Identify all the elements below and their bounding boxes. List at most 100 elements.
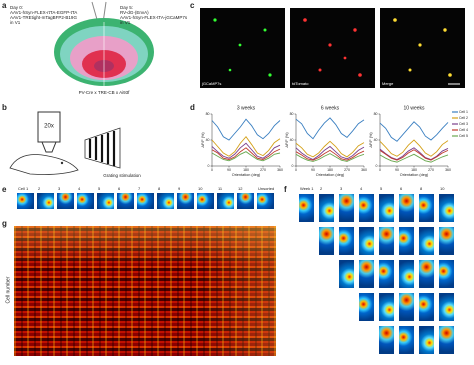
series-line bbox=[379, 147, 449, 160]
image-label: jGCaMP7s bbox=[201, 81, 221, 86]
protocol-text: RV-dG-(EnvA) bbox=[120, 10, 149, 15]
x-tick-label: 180 bbox=[327, 168, 333, 172]
heatmap-cell bbox=[76, 192, 95, 210]
series-line bbox=[295, 149, 365, 161]
cell-label: 5 bbox=[98, 186, 101, 191]
plot-title: 10 weeks bbox=[403, 105, 425, 111]
x-tick-label: 270 bbox=[260, 168, 266, 172]
x-tick-label: 360 bbox=[277, 168, 283, 172]
panel-letter: c bbox=[190, 1, 195, 10]
setup-schematic bbox=[9, 111, 121, 175]
heatmap-cell bbox=[236, 192, 255, 210]
y-axis-label: ΔF/F (%) bbox=[285, 132, 289, 148]
protocol-text: AAV1-TREtight-mTagBFP2-B19G bbox=[10, 15, 77, 20]
cell-label: 12 bbox=[238, 186, 243, 191]
plot-title: 6 weeks bbox=[321, 105, 340, 111]
heatmap-cell bbox=[338, 226, 355, 256]
week-label: 8 bbox=[420, 186, 423, 191]
week-label: 6 bbox=[400, 186, 403, 191]
legend-label: Cell 1 bbox=[459, 110, 468, 114]
heatmap-cell bbox=[318, 193, 335, 223]
heatmap-cell bbox=[256, 192, 275, 210]
cell-label: 7 bbox=[138, 186, 141, 191]
y-axis-label: Cell number bbox=[5, 276, 11, 303]
x-tick-label: 90 bbox=[227, 168, 231, 172]
x-tick-label: 90 bbox=[311, 168, 315, 172]
protocol-text: AAV1-hSyn-FLEX-rtTA-EGFP-tTA bbox=[10, 10, 77, 15]
x-tick-label: 360 bbox=[361, 168, 367, 172]
heatmap-cell bbox=[216, 192, 235, 210]
brain-schematic bbox=[54, 1, 154, 86]
cell-label: 6 bbox=[118, 186, 121, 191]
y-axis-label: ΔF/F (%) bbox=[201, 132, 205, 148]
caption: Grating stimulation bbox=[103, 173, 141, 178]
cell-label: 3 bbox=[58, 186, 61, 191]
y-tick-label: 80 bbox=[290, 112, 294, 116]
x-tick-label: 180 bbox=[411, 168, 417, 172]
series-line bbox=[379, 139, 449, 157]
cell-label: 8 bbox=[158, 186, 161, 191]
heatmap-cell bbox=[438, 259, 455, 289]
heatmap-cell bbox=[56, 192, 75, 210]
cell-label: Cell 1 bbox=[18, 186, 29, 191]
heatmap-cell bbox=[338, 259, 355, 289]
heatmap-cell bbox=[438, 226, 455, 256]
y-tick-label: 80 bbox=[206, 112, 210, 116]
week-label: 4 bbox=[360, 186, 363, 191]
series-line bbox=[211, 136, 281, 157]
cell-label: Unsorted bbox=[258, 186, 274, 191]
heatmap-cell bbox=[338, 193, 355, 223]
heatmap-cell bbox=[16, 192, 35, 210]
panel-letter: f bbox=[284, 185, 287, 194]
week-label: 3 bbox=[340, 186, 343, 191]
heatmap-cell bbox=[116, 192, 135, 210]
y-tick-label: 40 bbox=[290, 138, 294, 142]
y-tick-label: 0 bbox=[376, 164, 378, 168]
heatmap-cell bbox=[358, 292, 375, 322]
x-tick-label: 90 bbox=[395, 168, 399, 172]
series-line bbox=[295, 140, 365, 158]
heatmap-cell bbox=[358, 259, 375, 289]
y-tick-label: 40 bbox=[374, 138, 378, 142]
x-axis-label: Orientation (deg) bbox=[232, 173, 261, 177]
panel-letter: d bbox=[190, 103, 195, 112]
heatmap-cell bbox=[196, 192, 215, 210]
heatmap-cell bbox=[438, 292, 455, 322]
panel-letter: g bbox=[2, 219, 7, 228]
x-tick-label: 0 bbox=[211, 168, 213, 172]
microscopy-images bbox=[200, 8, 465, 88]
week-label: 2 bbox=[320, 186, 323, 191]
cell-label: 10 bbox=[198, 186, 203, 191]
series-line bbox=[379, 121, 449, 142]
series-line bbox=[211, 151, 281, 162]
x-tick-label: 0 bbox=[295, 168, 297, 172]
x-tick-label: 270 bbox=[344, 168, 350, 172]
series-line bbox=[379, 153, 449, 163]
y-tick-label: 0 bbox=[292, 164, 294, 168]
heatmap-cell bbox=[378, 325, 395, 355]
week-label: 5 bbox=[380, 186, 383, 191]
heatmap-cell bbox=[358, 193, 375, 223]
y-tick-label: 80 bbox=[374, 112, 378, 116]
heatmap-cell bbox=[398, 292, 415, 322]
protocol-text: Day 0: bbox=[10, 5, 23, 10]
protocol-text: AAV1-hSyn-FLEX-tTA-jGCaMP7s bbox=[120, 15, 188, 20]
protocol-text: Day 5: bbox=[120, 5, 133, 10]
cell-label: 9 bbox=[178, 186, 181, 191]
protocol-text: in V1 bbox=[120, 20, 131, 25]
heatmap-cell bbox=[398, 226, 415, 256]
heatmap-cell bbox=[36, 192, 55, 210]
caption: PV-Cre x TRE-CB x Ai93f bbox=[79, 90, 130, 95]
heatmap-cell bbox=[136, 192, 155, 210]
image-label: Merge bbox=[382, 81, 394, 86]
heatmap-cell bbox=[358, 226, 375, 256]
heatmap-cell bbox=[378, 226, 395, 256]
cell-label: 4 bbox=[78, 186, 81, 191]
heatmap-cell bbox=[418, 226, 435, 256]
image-label: tdTomato bbox=[292, 81, 309, 86]
legend-label: Cell 2 bbox=[459, 116, 468, 120]
heatmap-cell bbox=[438, 325, 455, 355]
series-line bbox=[295, 153, 365, 162]
